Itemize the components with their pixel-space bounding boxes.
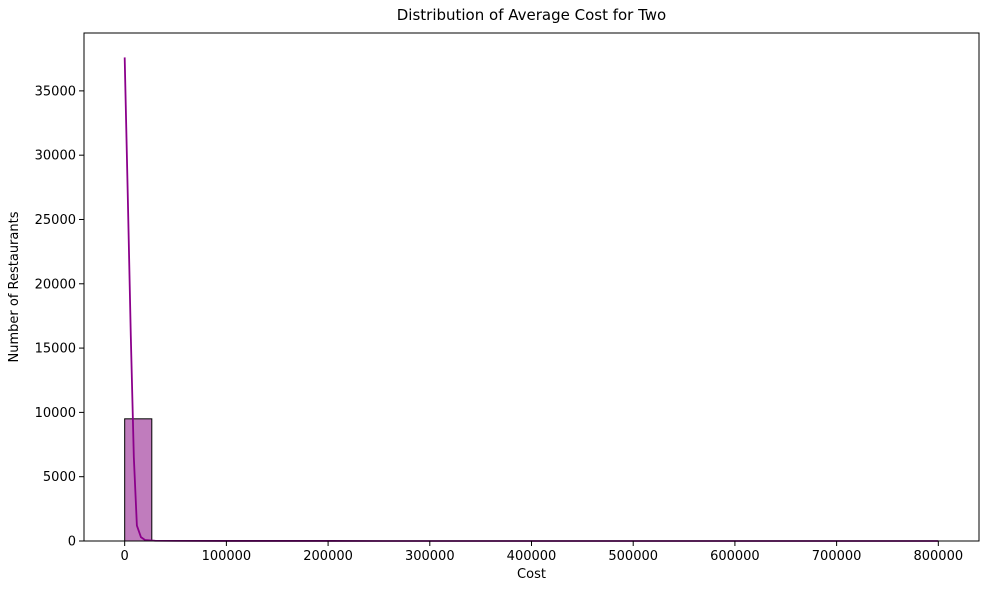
y-tick-label: 35000: [35, 84, 76, 99]
x-tick-label: 100000: [202, 549, 252, 564]
y-tick-label: 5000: [43, 470, 76, 485]
y-tick-label: 0: [68, 535, 76, 550]
bars-layer: [124, 418, 153, 542]
x-tick-label: 0: [121, 549, 129, 564]
x-tick-label: 500000: [608, 549, 658, 564]
y-tick-label: 20000: [35, 277, 76, 292]
x-axis-label: Cost: [517, 567, 546, 582]
histogram-bar-0: [124, 418, 153, 542]
y-tick-label: 10000: [35, 406, 76, 421]
x-tick-label: 600000: [710, 549, 760, 564]
x-tick-label: 400000: [507, 549, 557, 564]
y-tick-label: 15000: [35, 342, 76, 357]
x-tick-label: 700000: [812, 549, 862, 564]
y-tick-label: 30000: [35, 149, 76, 164]
x-axis-ticks: 0 100000 200000 300000 400000 500000 600000 700…: [121, 541, 963, 564]
x-tick-label: 300000: [405, 549, 455, 564]
x-tick-label: 200000: [303, 549, 353, 564]
x-tick-label: 800000: [913, 549, 963, 564]
y-axis-ticks: 0 5000 10000 15000 20000 25000 30000 35000: [35, 84, 84, 550]
y-axis-label: Number of Restaurants: [7, 211, 22, 362]
chart-title: Distribution of Average Cost for Two: [397, 6, 667, 24]
y-tick-label: 25000: [35, 213, 76, 228]
